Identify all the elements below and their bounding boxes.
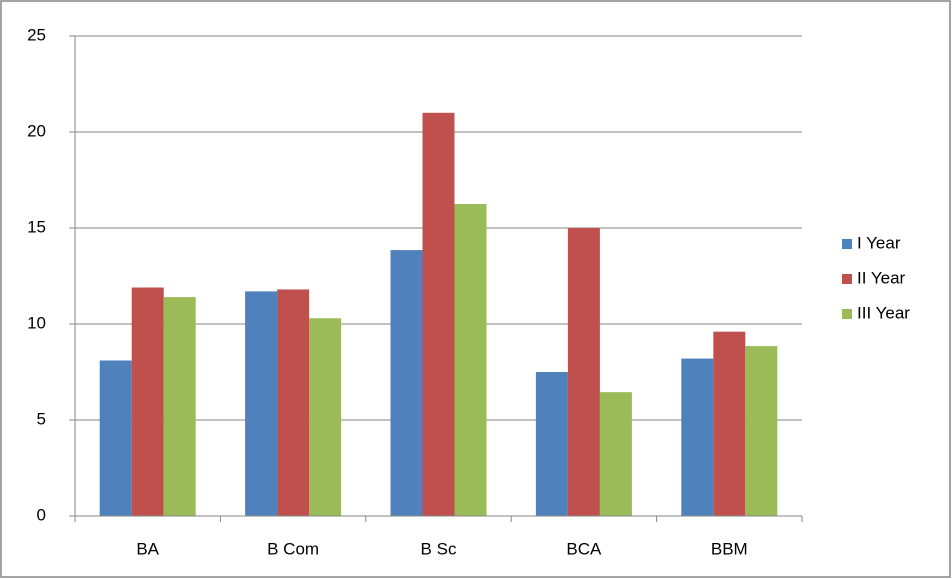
x-tick-label: BA	[136, 539, 159, 558]
bar	[131, 287, 164, 516]
bar	[599, 392, 632, 516]
bar	[309, 318, 342, 516]
x-tick-label: BCA	[566, 539, 602, 558]
y-tick-label: 25	[27, 25, 46, 44]
legend-swatch	[842, 239, 852, 249]
legend-swatch	[842, 274, 852, 284]
y-tick-label: 15	[27, 217, 46, 236]
legend-label: I Year	[857, 233, 901, 252]
bar	[245, 291, 278, 516]
bar	[390, 250, 423, 516]
y-tick-label: 5	[37, 409, 46, 428]
legend-label: III Year	[857, 303, 910, 322]
y-tick-label: 10	[27, 313, 46, 332]
bar	[163, 297, 196, 516]
bar	[745, 346, 778, 516]
bar	[454, 204, 487, 516]
x-tick-label: BBM	[711, 539, 748, 558]
bar	[681, 358, 714, 516]
bar	[535, 372, 568, 516]
legend-label: II Year	[857, 268, 906, 287]
x-tick-label: B Com	[267, 539, 319, 558]
bar	[277, 289, 310, 516]
y-tick-label: 20	[27, 121, 46, 140]
bar	[713, 331, 746, 516]
y-tick-label: 0	[37, 505, 46, 524]
bar	[567, 228, 600, 516]
bar	[99, 360, 132, 516]
legend-swatch	[842, 309, 852, 319]
x-tick-label: B Sc	[421, 539, 457, 558]
bar	[422, 112, 455, 517]
